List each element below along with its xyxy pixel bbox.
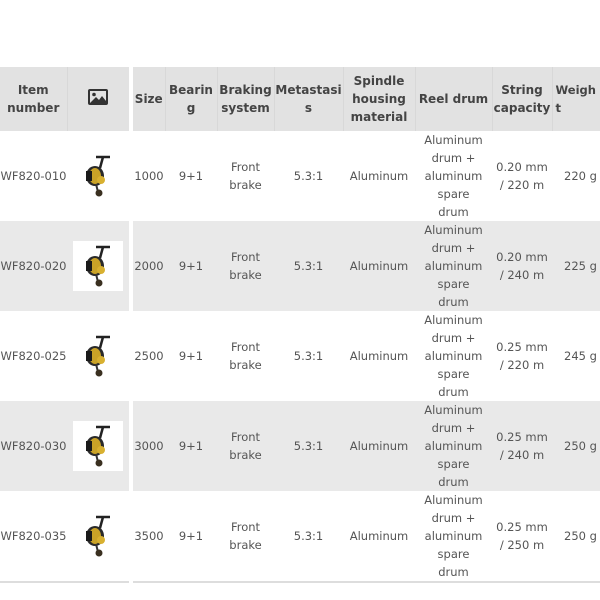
- table-row: WF820-030 3000 9+1 Front brake 5.3:1 Alu…: [0, 401, 600, 491]
- braking-system: Front brake: [217, 401, 274, 491]
- spinning-reel-photo: [86, 245, 110, 287]
- size: 3500: [131, 491, 165, 583]
- braking-system: Front brake: [229, 160, 262, 192]
- string-capacity: 0.20 mm / 240 m: [492, 221, 552, 311]
- weight: 250 g: [552, 491, 600, 583]
- header-item-number: Item number: [0, 67, 68, 131]
- product-image-cell: [67, 401, 133, 491]
- metastasis: 5.3:1: [293, 349, 324, 363]
- spindle-material: Aluminum: [349, 169, 409, 183]
- spindle-material: Aluminum: [343, 401, 415, 491]
- braking-system: Front brake: [217, 221, 274, 311]
- spindle-material: Aluminum: [349, 349, 409, 363]
- reel-image: [73, 241, 123, 291]
- bearing: 9+1: [178, 349, 204, 363]
- string-capacity: 0.25 mm / 240 m: [492, 401, 552, 491]
- table-row: WF820-035 3500 9+1 Front brake 5.3:1 Alu…: [0, 491, 600, 583]
- metastasis: 5.3:1: [274, 221, 343, 311]
- spinning-reel-photo: [86, 155, 110, 197]
- header-braking-system: Braking system: [217, 67, 275, 131]
- weight: 245 g: [564, 349, 597, 363]
- spec-table-container: Item number Size Bearing Braking system …: [0, 67, 600, 583]
- spindle-material: Aluminum: [343, 491, 415, 583]
- metastasis: 5.3:1: [274, 491, 343, 583]
- string-capacity: 0.25 mm / 250 m: [492, 491, 552, 583]
- header-image: [67, 67, 133, 131]
- reel-drum: Aluminum drum + aluminum spare drum: [424, 133, 483, 219]
- string-capacity: 0.25 mm / 220 m: [496, 340, 548, 372]
- spinning-reel-photo: [86, 425, 110, 467]
- size: 1000: [134, 169, 164, 183]
- bearing: 9+1: [178, 169, 204, 183]
- size: 2000: [131, 221, 165, 311]
- item-number: WF820-025: [0, 349, 67, 363]
- product-image-cell: [67, 311, 133, 401]
- weight: 225 g: [552, 221, 600, 311]
- reel-drum: Aluminum drum + aluminum spare drum: [415, 401, 492, 491]
- header-spindle-material: Spindle housing material: [343, 67, 416, 131]
- header-string-capacity: String capacity: [492, 67, 553, 131]
- item-number: WF820-030: [0, 401, 67, 491]
- header-metastasis: Metastasis: [274, 67, 344, 131]
- table-row: WF820-020 2000 9+1 Front brake 5.3:1 Alu…: [0, 221, 600, 311]
- bearing: 9+1: [165, 491, 217, 583]
- image-icon: [88, 88, 109, 105]
- spec-table: Item number Size Bearing Braking system …: [0, 67, 600, 583]
- reel-drum: Aluminum drum + aluminum spare drum: [415, 221, 492, 311]
- bearing: 9+1: [165, 401, 217, 491]
- spinning-reel-photo: [86, 335, 110, 377]
- metastasis: 5.3:1: [274, 401, 343, 491]
- product-image-cell: [67, 131, 133, 221]
- header-reel-drum: Reel drum: [415, 67, 493, 131]
- reel-image: [73, 421, 123, 471]
- spinning-reel-photo: [86, 515, 110, 557]
- item-number: WF820-035: [0, 491, 67, 583]
- reel-image: [73, 511, 123, 561]
- header-size: Size: [131, 67, 166, 131]
- bearing: 9+1: [165, 221, 217, 311]
- reel-drum: Aluminum drum + aluminum spare drum: [415, 491, 492, 583]
- table-row: WF820-010 1000 9+1 Front brake 5.3:1 Alu…: [0, 131, 600, 221]
- reel-drum: Aluminum drum + aluminum spare drum: [424, 313, 483, 399]
- size: 3000: [131, 401, 165, 491]
- item-number: WF820-010: [0, 169, 67, 183]
- braking-system: Front brake: [229, 340, 262, 372]
- product-image-cell: [67, 491, 133, 583]
- weight: 250 g: [552, 401, 600, 491]
- product-image-cell: [67, 221, 133, 311]
- header-bearing: Bearing: [165, 67, 218, 131]
- item-number: WF820-020: [0, 221, 67, 311]
- header-row: Item number Size Bearing Braking system …: [0, 67, 600, 131]
- string-capacity: 0.20 mm / 220 m: [496, 160, 548, 192]
- reel-image: [73, 331, 123, 381]
- braking-system: Front brake: [217, 491, 274, 583]
- reel-image: [73, 151, 123, 201]
- spindle-material: Aluminum: [343, 221, 415, 311]
- header-weight: Weight: [552, 67, 600, 131]
- metastasis: 5.3:1: [293, 169, 324, 183]
- size: 2500: [134, 349, 164, 363]
- table-row: WF820-025 2500 9+1 Front brake 5.3:1 Alu…: [0, 311, 600, 401]
- weight: 220 g: [564, 169, 597, 183]
